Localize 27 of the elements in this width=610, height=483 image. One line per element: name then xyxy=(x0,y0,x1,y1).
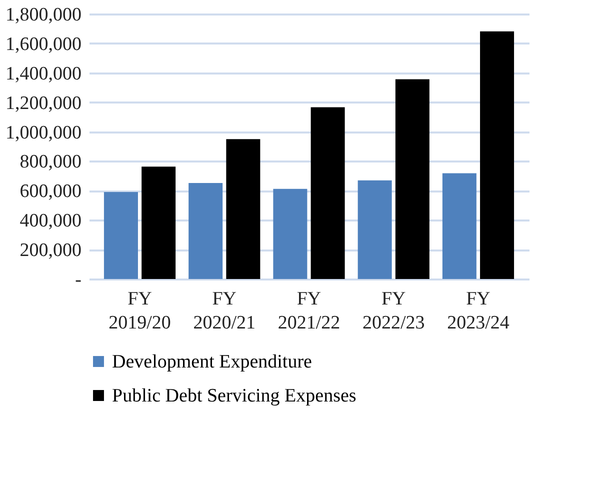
y-tick-label: 1,000,000 xyxy=(6,122,82,144)
bar xyxy=(188,183,223,279)
bar xyxy=(480,31,514,279)
bar xyxy=(104,192,138,279)
y-tick-label: 800,000 xyxy=(20,152,82,173)
legend-label: Public Debt Servicing Expenses xyxy=(112,386,356,406)
bar xyxy=(358,180,392,279)
y-tick-label: 200,000 xyxy=(20,240,82,262)
x-tick-label: FY 2022/23 xyxy=(362,288,425,334)
bar xyxy=(442,173,476,279)
x-tick-label: FY 2023/24 xyxy=(447,288,510,334)
bar xyxy=(310,107,345,279)
y-tick-label: - xyxy=(75,270,82,290)
bar xyxy=(395,79,430,279)
y-tick-label: 1,200,000 xyxy=(6,92,82,114)
bar xyxy=(226,139,260,279)
x-tick-label: FY 2019/20 xyxy=(108,288,171,334)
y-tick-label: 1,600,000 xyxy=(6,34,82,55)
x-tick-label: FY 2020/21 xyxy=(193,288,256,334)
bar xyxy=(273,188,308,279)
y-tick-label: 1,400,000 xyxy=(6,63,82,84)
bar xyxy=(142,166,176,279)
legend-label: Development Expenditure xyxy=(112,352,312,372)
y-tick-label: 400,000 xyxy=(20,210,82,232)
y-tick-label: 600,000 xyxy=(20,181,82,202)
y-tick-label: 1,800,000 xyxy=(6,4,82,26)
x-tick-label: FY 2021/22 xyxy=(278,288,340,334)
